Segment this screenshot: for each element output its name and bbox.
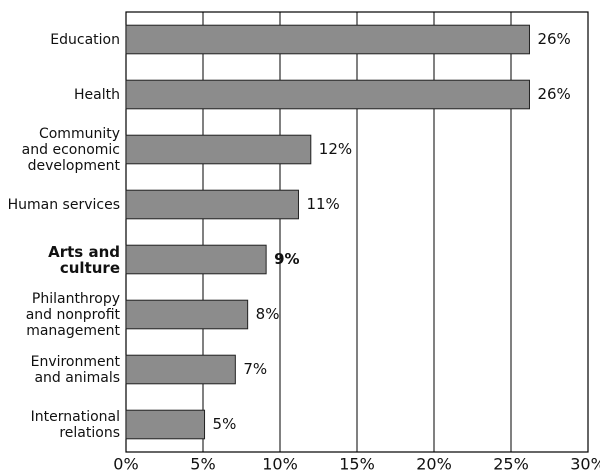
plot-border [125, 11, 589, 453]
value-label: 12% [319, 140, 352, 158]
x-tick-label: 5% [190, 455, 215, 474]
value-label: 7% [243, 360, 267, 378]
bar [125, 24, 530, 55]
x-tick-label: 20% [416, 455, 452, 474]
category-label: Philanthropy and nonprofit management [25, 290, 120, 339]
x-tick-label: 15% [339, 455, 375, 474]
category-label: International relations [30, 408, 120, 441]
value-label: 26% [537, 85, 570, 103]
category-label: Arts and culture [48, 242, 120, 277]
x-tick-label: 10% [262, 455, 298, 474]
x-tick-label: 0% [113, 455, 138, 474]
category-label: Health [74, 86, 120, 103]
value-label: 26% [537, 30, 570, 48]
bar [125, 134, 312, 165]
bar [125, 79, 530, 110]
category-label: Community and economic development [21, 125, 120, 174]
x-tick-label: 30% [570, 455, 600, 474]
bar [125, 299, 249, 330]
bar [125, 189, 299, 220]
bar [125, 354, 236, 385]
category-label: Environment and animals [30, 353, 120, 386]
value-label: 5% [213, 415, 237, 433]
bar [125, 244, 267, 275]
x-tick-label: 25% [493, 455, 529, 474]
value-label: 9% [274, 250, 299, 268]
value-label: 11% [306, 195, 339, 213]
bar [125, 409, 206, 440]
category-label: Human services [7, 196, 120, 213]
value-label: 8% [256, 305, 280, 323]
category-label: Education [50, 31, 120, 48]
